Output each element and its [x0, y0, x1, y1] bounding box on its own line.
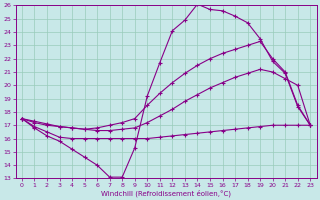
X-axis label: Windchill (Refroidissement éolien,°C): Windchill (Refroidissement éolien,°C) — [101, 189, 231, 197]
